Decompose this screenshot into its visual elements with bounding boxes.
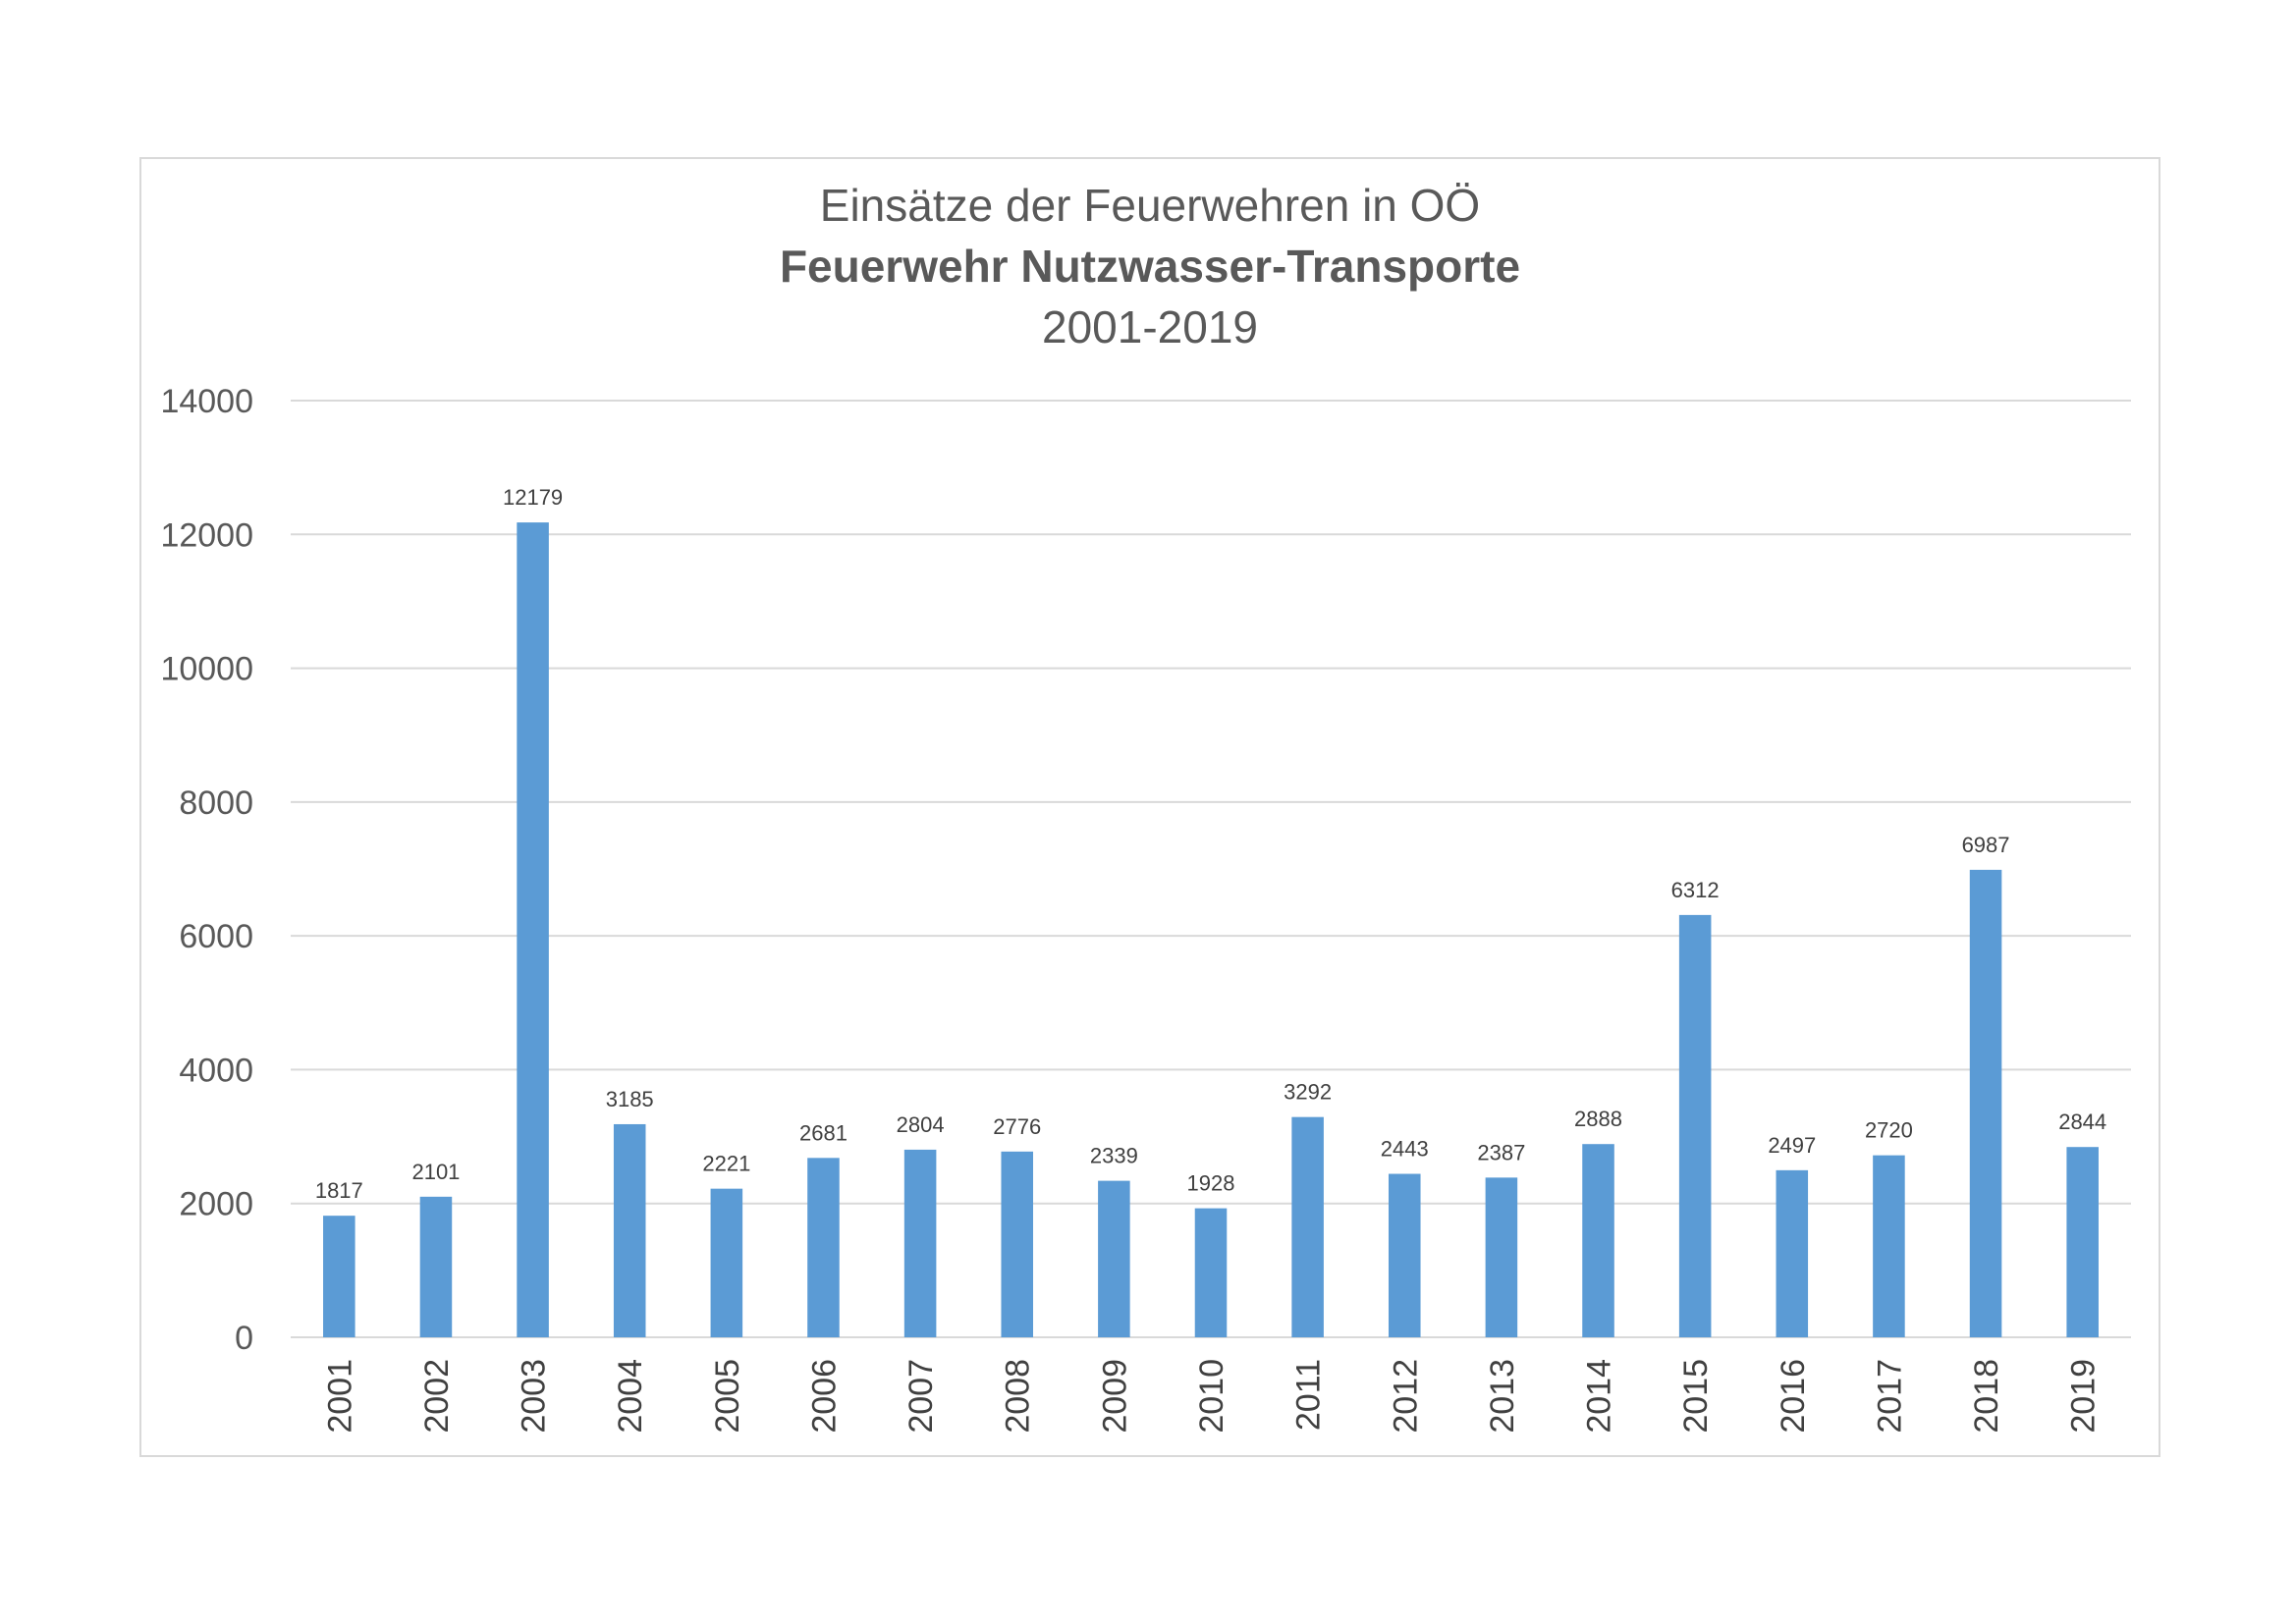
x-tick-label-2002: 2002 bbox=[418, 1359, 456, 1434]
bar-2009 bbox=[1098, 1180, 1130, 1337]
chart-title: Einsätze der Feuerwehren in OÖ bbox=[819, 180, 1481, 231]
chart-titles: Einsätze der Feuerwehren in OÖ Feuerwehr… bbox=[139, 175, 2160, 357]
data-label-2008: 2776 bbox=[993, 1114, 1041, 1139]
data-label-2003: 12179 bbox=[503, 485, 563, 510]
data-label-2013: 2387 bbox=[1477, 1140, 1525, 1164]
chart-frame bbox=[139, 157, 2160, 1457]
bar-2004 bbox=[613, 1123, 646, 1337]
y-tick-label: 4000 bbox=[179, 1052, 253, 1089]
bars bbox=[323, 522, 2099, 1337]
gridlines bbox=[291, 400, 2131, 1338]
bar-2015 bbox=[1678, 914, 1712, 1337]
x-tick-label-2013: 2013 bbox=[1484, 1359, 1521, 1434]
data-label-2001: 1817 bbox=[315, 1178, 363, 1203]
data-label-2012: 2443 bbox=[1381, 1137, 1429, 1162]
data-label-2014: 2888 bbox=[1574, 1107, 1622, 1131]
data-label-2002: 2101 bbox=[411, 1160, 460, 1184]
bar-2001 bbox=[323, 1216, 355, 1337]
bar-2005 bbox=[710, 1188, 743, 1337]
x-tick-label-2010: 2010 bbox=[1193, 1359, 1230, 1434]
data-label-2018: 6987 bbox=[1962, 833, 2010, 857]
y-tick-label: 2000 bbox=[179, 1186, 253, 1223]
bar-2019 bbox=[2066, 1147, 2099, 1337]
data-label-2016: 2497 bbox=[1768, 1133, 1816, 1158]
x-tick-label-2015: 2015 bbox=[1677, 1359, 1715, 1434]
bar-2007 bbox=[903, 1149, 937, 1337]
data-labels: 1817 2101 12179 3185 2221 2681 2804 2776 2339 192… bbox=[315, 485, 2106, 1203]
chart-period: 2001-2019 bbox=[1042, 301, 1258, 352]
y-tick-label: 10000 bbox=[160, 651, 253, 688]
bar-2008 bbox=[1001, 1151, 1034, 1337]
data-label-2005: 2221 bbox=[702, 1152, 750, 1176]
x-tick-label-2005: 2005 bbox=[709, 1359, 746, 1434]
bar-2006 bbox=[807, 1158, 840, 1337]
data-label-2017: 2720 bbox=[1865, 1118, 1913, 1143]
data-label-2004: 3185 bbox=[606, 1087, 654, 1111]
bar-2012 bbox=[1388, 1173, 1421, 1337]
data-label-2009: 2339 bbox=[1090, 1144, 1138, 1168]
x-tick-label-2003: 2003 bbox=[516, 1359, 553, 1434]
x-tick-label-2018: 2018 bbox=[1968, 1359, 2005, 1434]
data-label-2015: 6312 bbox=[1671, 878, 1720, 902]
data-label-2019: 2844 bbox=[2058, 1110, 2106, 1134]
data-label-2007: 2804 bbox=[897, 1112, 945, 1137]
x-tick-label-2008: 2008 bbox=[1000, 1359, 1037, 1434]
bar-2013 bbox=[1485, 1177, 1518, 1337]
x-tick-label-2001: 2001 bbox=[321, 1359, 358, 1434]
x-tick-label-2014: 2014 bbox=[1581, 1359, 1618, 1434]
chart-subtitle: Feuerwehr Nutzwasser-Transporte bbox=[779, 241, 1521, 292]
data-label-2006: 2681 bbox=[799, 1120, 847, 1145]
x-tick-label-2006: 2006 bbox=[805, 1359, 843, 1434]
y-tick-label: 12000 bbox=[160, 516, 253, 554]
x-tick-label-2016: 2016 bbox=[1775, 1359, 1812, 1434]
x-tick-label-2019: 2019 bbox=[2065, 1359, 2103, 1434]
y-tick-label: 0 bbox=[235, 1320, 253, 1357]
y-tick-label: 14000 bbox=[160, 383, 253, 420]
x-tick-label-2007: 2007 bbox=[902, 1359, 940, 1434]
bar-2010 bbox=[1194, 1208, 1228, 1337]
x-tick-label-2004: 2004 bbox=[612, 1359, 649, 1434]
bar-2014 bbox=[1582, 1144, 1614, 1337]
y-tick-label: 8000 bbox=[179, 785, 253, 822]
bar-2011 bbox=[1291, 1116, 1324, 1337]
data-label-2010: 1928 bbox=[1187, 1171, 1235, 1196]
bar-2002 bbox=[419, 1196, 453, 1337]
bar-2003 bbox=[517, 522, 549, 1337]
x-tick-label-2009: 2009 bbox=[1096, 1359, 1133, 1434]
data-label-2011: 3292 bbox=[1284, 1080, 1332, 1105]
y-tick-label: 6000 bbox=[179, 918, 253, 955]
bar-2016 bbox=[1776, 1169, 1809, 1337]
x-axis-category-labels: 2001 2002 2003 2004 2005 2006 2007 2008 2009 2010… bbox=[321, 1359, 2102, 1434]
bar-2018 bbox=[1969, 869, 2002, 1337]
bar-2017 bbox=[1873, 1155, 1905, 1337]
x-tick-label-2011: 2011 bbox=[1290, 1359, 1328, 1431]
y-axis-tick-labels: 0 2000 4000 6000 8000 10000 12000 14000 bbox=[160, 383, 253, 1357]
x-tick-label-2012: 2012 bbox=[1387, 1359, 1424, 1434]
x-tick-label-2017: 2017 bbox=[1871, 1359, 1908, 1434]
